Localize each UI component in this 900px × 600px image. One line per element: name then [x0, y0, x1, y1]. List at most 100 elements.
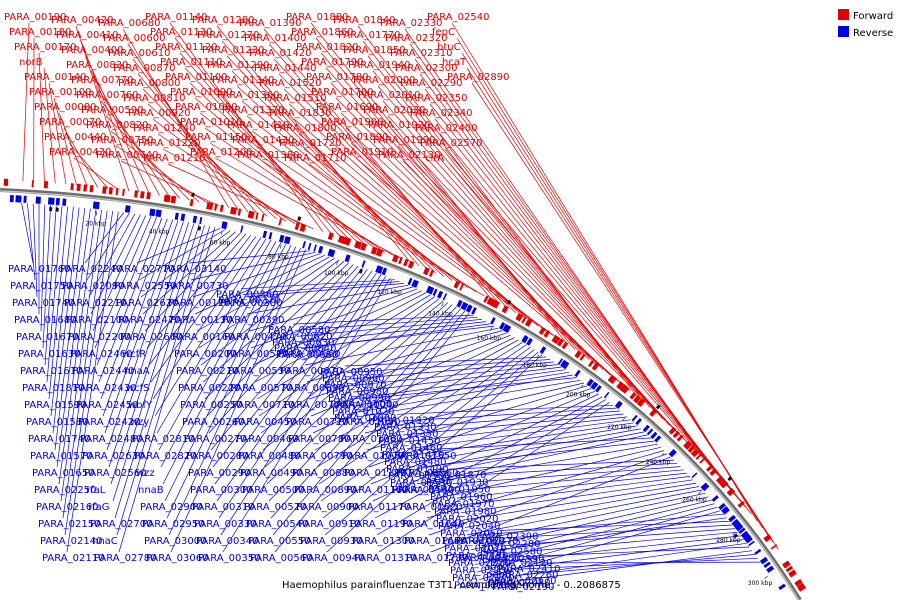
leader-line	[306, 330, 503, 383]
leader-line	[462, 482, 697, 521]
leader-line	[424, 446, 661, 502]
leader-line	[308, 332, 507, 400]
forward-gene-label: PARA_01380	[237, 150, 299, 161]
gene-block	[721, 506, 730, 515]
gene-block	[711, 495, 719, 502]
reverse-gene-label: PARA_01070	[342, 451, 404, 462]
forward-gene-label: PARA_01390	[239, 18, 301, 29]
forward-gene-label: PARA_01240	[133, 123, 195, 134]
reverse-gene-label: PARA_00530	[228, 366, 290, 377]
leader-line	[204, 262, 349, 400]
gene-block	[307, 242, 312, 251]
leader-line	[344, 356, 547, 367]
gene-block	[521, 335, 529, 344]
leader-line	[506, 531, 739, 554]
leader-line	[294, 316, 478, 331]
reverse-gene-label: PARA_01350	[376, 429, 438, 440]
reverse-gene-label: PARA_01640	[402, 519, 464, 530]
reverse-gene-label: PARA_02360	[454, 581, 516, 592]
reverse-gene-label: PARA_00120	[168, 298, 230, 309]
kbp-tick-mark	[764, 575, 768, 579]
forward-gene-label: PARA_01340	[212, 75, 274, 86]
leader-line	[406, 419, 631, 450]
reverse-gene-label: PARA_00310	[192, 502, 254, 513]
leader-line	[104, 220, 179, 434]
forward-gene-label: PARA_01120	[155, 42, 217, 53]
leader-line	[212, 269, 368, 468]
gene-block	[15, 195, 22, 203]
gene-block	[556, 338, 564, 347]
reverse-gene-label: PARA_02590	[482, 554, 544, 565]
reverse-gene-label: PARA_02070	[444, 543, 506, 554]
gene-block	[429, 269, 434, 277]
leader-line	[404, 416, 628, 443]
leader-line	[208, 265, 359, 434]
leader-line	[100, 218, 168, 400]
reverse-gene-label: PARA_02820	[134, 451, 196, 462]
leader-line	[414, 431, 645, 478]
leader-line	[116, 226, 211, 536]
leader-line	[444, 148, 747, 508]
leader-line	[254, 292, 427, 383]
gene-block	[437, 290, 444, 299]
gene-block	[794, 578, 803, 587]
forward-gene-label: PARA_00610	[108, 48, 170, 59]
forward-gene-label: PARA_01770	[338, 30, 400, 41]
rna-feature	[655, 404, 661, 410]
leader-line	[27, 203, 36, 281]
leader-line	[374, 396, 603, 519]
gene-block	[149, 208, 156, 217]
reverse-gene-label: PARA_00210	[176, 366, 238, 377]
reverse-gene-label: PARA_00510	[226, 349, 288, 360]
leader-line	[261, 160, 485, 297]
reverse-gene-label: PARA_02390	[476, 531, 538, 542]
leader-line	[304, 327, 499, 366]
leader-line	[354, 369, 566, 400]
kbp-tick-label: 260 kbp	[682, 497, 707, 504]
reverse-gene-label: PARA_02950	[142, 519, 204, 530]
leader-line	[471, 82, 779, 550]
leader-line	[240, 279, 395, 290]
reverse-gene-label: PARA_02170	[494, 576, 556, 587]
leader-line	[350, 142, 624, 386]
leader-line	[202, 261, 345, 383]
leader-line	[56, 208, 91, 468]
reverse-gene-label: PARA_01600	[398, 485, 460, 496]
leader-line	[480, 513, 724, 536]
reverse-gene-label: PARA_00640	[274, 344, 336, 355]
reverse-gene-label: PARA_00630	[272, 337, 334, 348]
gene-block	[635, 418, 642, 426]
leader-line	[382, 100, 670, 426]
gene-block	[595, 385, 602, 393]
reverse-gene-label: PARA_02080	[488, 577, 550, 588]
gene-block	[278, 218, 282, 226]
gene-block	[354, 240, 363, 250]
reverse-gene-label: PARA_00200	[174, 349, 236, 360]
gene-block	[375, 265, 384, 274]
leader-line	[258, 296, 436, 417]
leader-line	[192, 253, 321, 298]
kbp-tick-label: 20 kbp	[85, 220, 106, 227]
legend-label-forward: Forward	[853, 11, 893, 22]
reverse-gene-label: PARA_01480	[384, 457, 446, 468]
reverse-gene-label: PARA_00300	[190, 485, 252, 496]
gene-block	[538, 326, 546, 336]
gene-block	[465, 304, 473, 313]
leader-line	[160, 242, 282, 468]
reverse-gene-label: PARA_02260	[496, 570, 558, 581]
reverse-gene-label: PARA_01020	[332, 406, 394, 417]
reverse-gene-label: PARA_00160	[172, 332, 234, 343]
reverse-gene-label: PARA_02040	[438, 521, 500, 532]
reverse-gene-label: PARA_02430	[74, 383, 136, 394]
reverse-gene-label: PARA_01300	[352, 536, 414, 547]
reverse-gene-label: PARA_01570	[30, 451, 92, 462]
reverse-gene-label: PARA_02780	[94, 553, 156, 564]
gene-block	[381, 267, 388, 276]
leader-line	[274, 312, 470, 553]
forward-gene-label: PARA_01940	[348, 60, 410, 71]
gene-block	[733, 522, 744, 532]
leader-line	[162, 148, 305, 227]
reverse-gene-label: PARA_00550	[248, 536, 310, 547]
leader-line	[310, 334, 511, 417]
leader-line	[320, 346, 531, 502]
